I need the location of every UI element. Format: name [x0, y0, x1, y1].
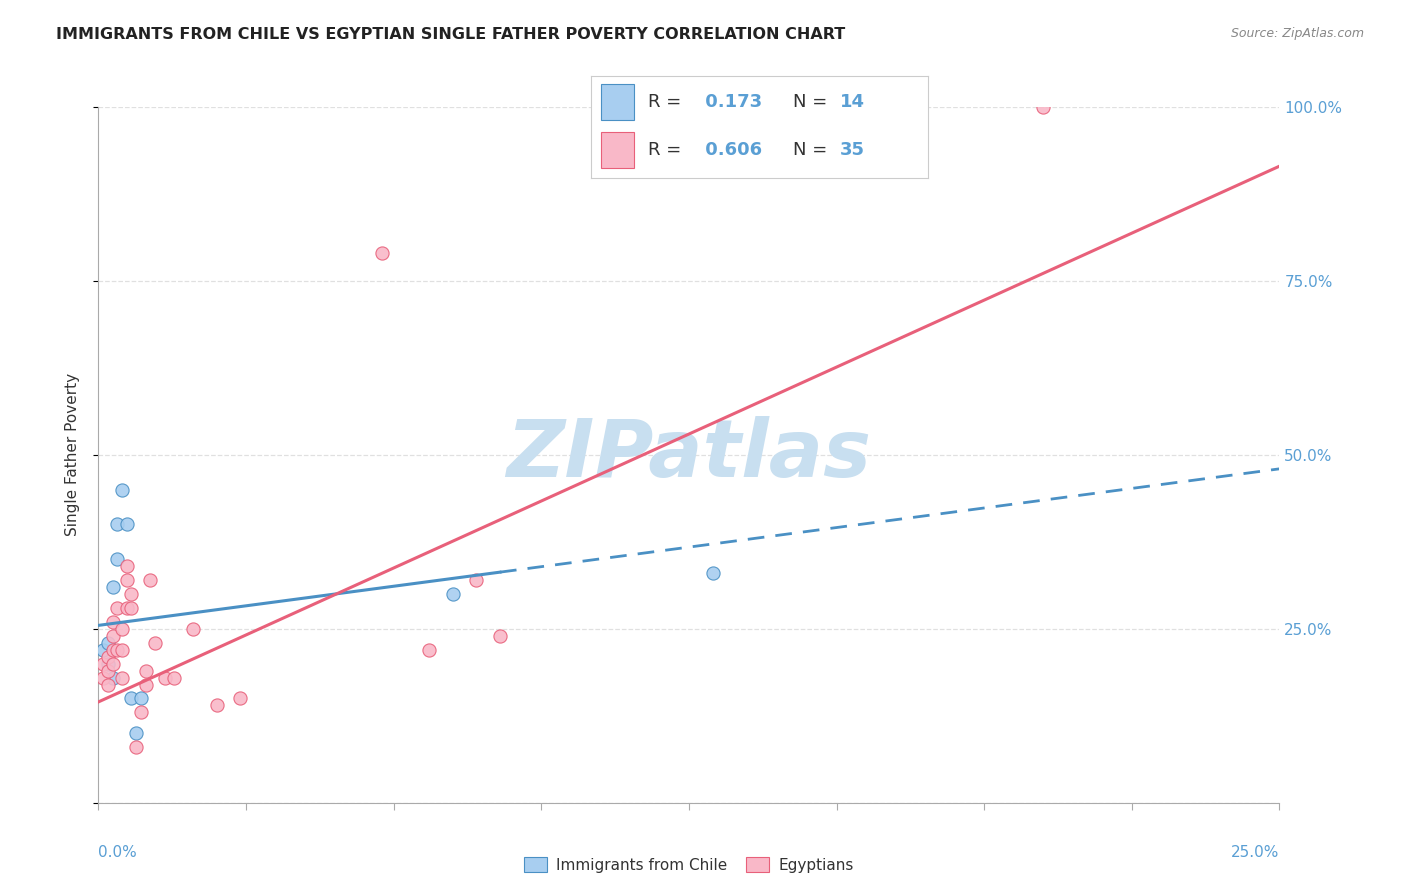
Point: [91, 642, 114, 657]
Point: [115, 559, 138, 574]
Text: 35: 35: [841, 141, 865, 159]
Point: [205, 698, 228, 713]
Bar: [600, 132, 634, 168]
Bar: [600, 84, 634, 120]
Point: [121, 587, 143, 601]
Point: [97, 649, 120, 664]
Point: [111, 671, 134, 685]
Point: [489, 629, 512, 643]
Point: [125, 740, 148, 755]
Point: [97, 677, 120, 691]
Point: [125, 726, 148, 740]
Point: [111, 622, 134, 636]
Text: 14: 14: [841, 93, 865, 111]
Point: [163, 671, 186, 685]
Point: [105, 601, 128, 615]
Point: [97, 636, 120, 650]
Point: [153, 671, 176, 685]
Point: [105, 517, 128, 532]
Text: R =: R =: [648, 93, 688, 111]
Point: [129, 706, 152, 720]
Point: [97, 657, 120, 671]
Point: [702, 566, 724, 581]
Point: [101, 580, 124, 594]
Point: [229, 691, 252, 706]
Point: [111, 483, 134, 497]
Text: 0.606: 0.606: [699, 141, 762, 159]
Point: [111, 642, 134, 657]
Text: IMMIGRANTS FROM CHILE VS EGYPTIAN SINGLE FATHER POVERTY CORRELATION CHART: IMMIGRANTS FROM CHILE VS EGYPTIAN SINGLE…: [56, 27, 845, 42]
Point: [143, 636, 166, 650]
Point: [115, 517, 138, 532]
Text: R =: R =: [648, 141, 688, 159]
Point: [101, 615, 124, 629]
Point: [465, 573, 488, 587]
Y-axis label: Single Father Poverty: Single Father Poverty: [65, 374, 80, 536]
Point: [105, 552, 128, 566]
Point: [115, 601, 138, 615]
Point: [121, 691, 143, 706]
Point: [418, 642, 440, 657]
Point: [101, 657, 124, 671]
Point: [129, 691, 152, 706]
Point: [115, 573, 138, 587]
Point: [91, 657, 114, 671]
Point: [91, 671, 114, 685]
Point: [441, 587, 464, 601]
Point: [97, 664, 120, 678]
Point: [135, 677, 157, 691]
Point: [101, 629, 124, 643]
Point: [101, 642, 124, 657]
Text: 0.0%: 0.0%: [98, 845, 138, 860]
Legend: Immigrants from Chile, Egyptians: Immigrants from Chile, Egyptians: [519, 850, 859, 879]
Point: [371, 246, 394, 260]
Point: [139, 573, 162, 587]
Point: [105, 642, 128, 657]
Text: ZIPatlas: ZIPatlas: [506, 416, 872, 494]
Text: N =: N =: [793, 93, 832, 111]
Text: 25.0%: 25.0%: [1232, 845, 1279, 860]
Text: N =: N =: [793, 141, 832, 159]
Text: Source: ZipAtlas.com: Source: ZipAtlas.com: [1230, 27, 1364, 40]
Point: [135, 664, 157, 678]
Text: 0.173: 0.173: [699, 93, 762, 111]
Point: [101, 671, 124, 685]
Point: [121, 601, 143, 615]
Point: [181, 622, 204, 636]
Point: [1032, 100, 1054, 114]
